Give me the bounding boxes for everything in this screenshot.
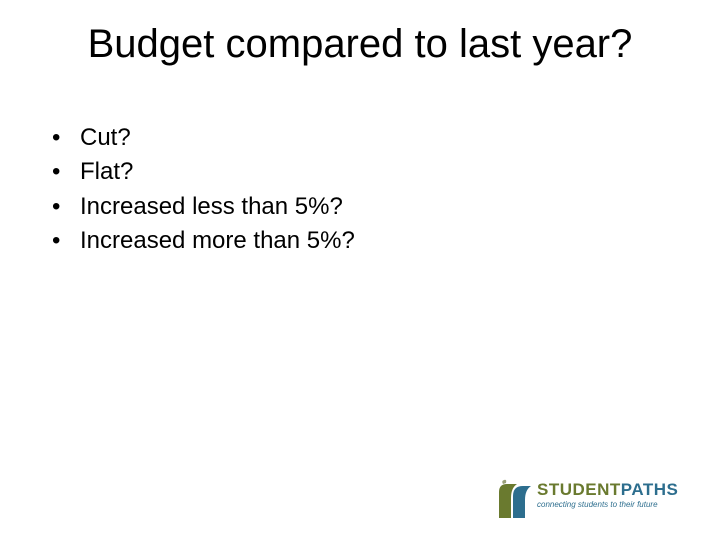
list-item: •Increased less than 5%? — [52, 191, 355, 223]
logo-brand-part1: STUDENT — [537, 480, 621, 499]
bullet-text: Increased more than 5%? — [80, 227, 355, 254]
bullet-text: Flat? — [80, 158, 133, 185]
logo-mark-icon — [497, 478, 535, 522]
slide-title: Budget compared to last year? — [0, 22, 720, 67]
bullet-marker-icon: • — [52, 191, 80, 223]
studentpaths-logo: STUDENTPATHS connecting students to thei… — [497, 478, 702, 522]
list-item: •Increased more than 5%? — [52, 225, 355, 257]
logo-brand-part2: PATHS — [621, 480, 679, 499]
list-item: •Cut? — [52, 122, 355, 154]
bullet-marker-icon: • — [52, 156, 80, 188]
logo-tagline: connecting students to their future — [537, 500, 658, 509]
bullet-marker-icon: • — [52, 225, 80, 257]
slide: Budget compared to last year? •Cut? •Fla… — [0, 0, 720, 540]
bullet-text: Increased less than 5%? — [80, 193, 343, 220]
logo-brand-text: STUDENTPATHS — [537, 480, 678, 500]
list-item: •Flat? — [52, 156, 355, 188]
bullet-list: •Cut? •Flat? •Increased less than 5%? •I… — [52, 122, 355, 260]
bullet-text: Cut? — [80, 124, 131, 151]
bullet-marker-icon: • — [52, 122, 80, 154]
